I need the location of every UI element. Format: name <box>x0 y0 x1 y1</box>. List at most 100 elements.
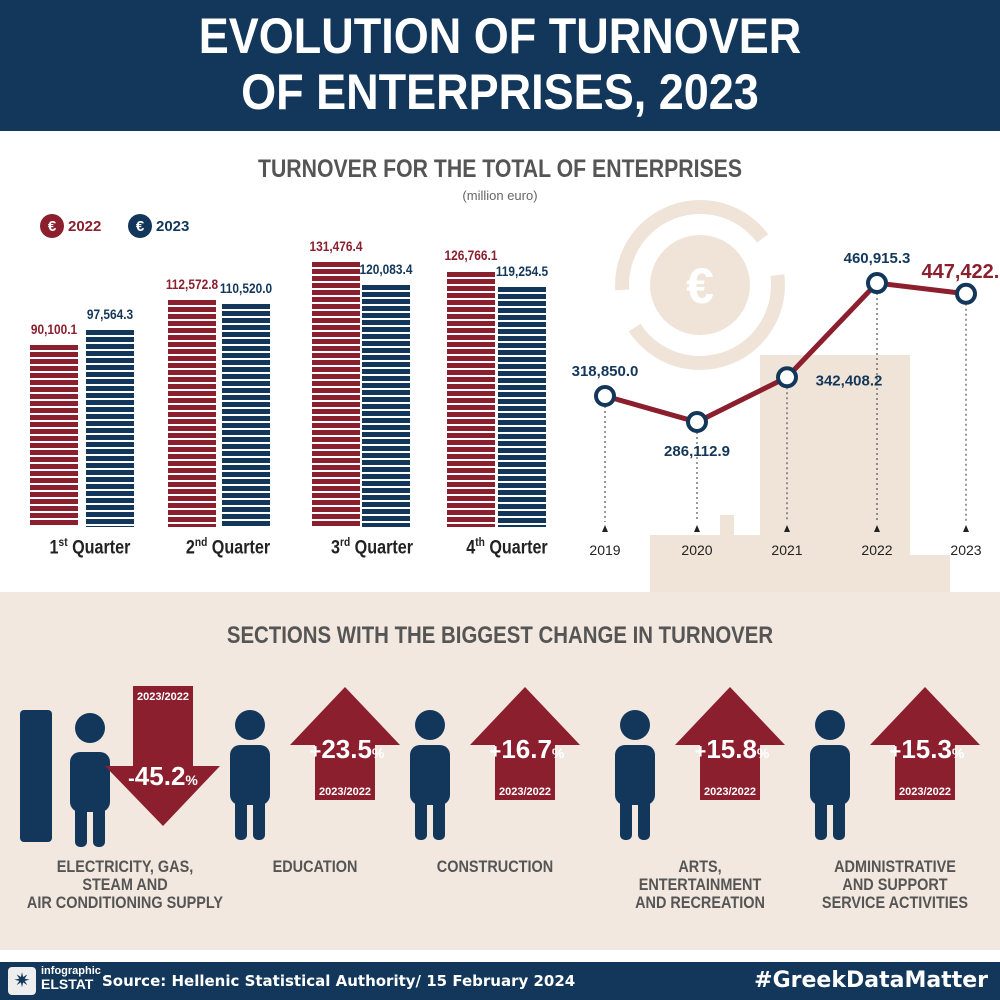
change-arrow-icon: +15.3% 2023/2022 <box>810 687 980 840</box>
bar-2023-q1 <box>86 330 134 527</box>
q-num: 3 <box>330 537 340 559</box>
elstat-logo-icon: ✷ <box>8 967 36 995</box>
legend-label: 2022 <box>68 217 102 235</box>
bar-2023-q4 <box>498 286 546 527</box>
gas-worker-icon <box>20 710 110 847</box>
bar-2022-q4 <box>447 271 495 527</box>
q-word: Quarter <box>207 537 271 559</box>
q-suffix: rd <box>339 535 351 549</box>
section-name: ARTS, ENTERTAINMENT AND RECREATION <box>635 857 765 912</box>
tick-marker <box>963 525 969 532</box>
section-item: +23.5% 2023/2022 <box>195 680 435 850</box>
section-name: EDUCATION <box>272 857 358 876</box>
point-value-label: 286,112.9 <box>664 443 730 460</box>
logo-top: infographic <box>41 965 101 977</box>
sections-title: SECTIONS WITH THE BIGGEST CHANGE IN TURN… <box>226 622 774 649</box>
year-label: 2021 <box>771 542 802 558</box>
data-point <box>594 385 616 407</box>
svg-text:€: € <box>686 258 714 314</box>
bar-value-label: 126,766.1 <box>444 247 498 264</box>
section-name: ADMINISTRATIVE AND SUPPORT SERVICE ACTIV… <box>821 857 969 912</box>
bar-2023-q3 <box>362 284 410 527</box>
point-value-label: 460,915.3 <box>844 250 911 267</box>
quarter-label: 4th Quarter <box>452 535 563 559</box>
section-name: CONSTRUCTION <box>436 857 554 876</box>
bar-2022-q1 <box>30 345 78 527</box>
q-suffix: th <box>475 535 485 549</box>
year-label: 2020 <box>681 542 712 558</box>
header-banner <box>0 0 1000 131</box>
office-worker-icon <box>810 710 850 840</box>
elstat-logo: infographic ELSTAT <box>41 965 101 991</box>
change-arrow-icon: +15.8% 2023/2022 <box>615 687 785 840</box>
source-text: Source: Hellenic Statistical Authority/ … <box>102 972 576 990</box>
chart-unit: (million euro) <box>462 188 538 203</box>
section-item: +16.7% 2023/2022 <box>375 680 615 850</box>
construction-worker-icon <box>410 710 450 840</box>
tick-marker <box>694 525 700 532</box>
change-value: +15.8% <box>695 734 770 764</box>
legend-2022: €2022 <box>40 214 101 238</box>
year-label: 2022 <box>861 542 892 558</box>
q-num: 4 <box>466 537 476 559</box>
bar-value-label: 112,572.8 <box>165 276 219 293</box>
period-label: 2023/2022 <box>704 786 756 798</box>
euro-icon: € <box>128 214 152 238</box>
chart-title: TURNOVER FOR THE TOTAL OF ENTERPRISES <box>257 155 743 183</box>
legend-label: 2023 <box>156 217 190 235</box>
footer: ✷ infographic ELSTAT Source: Hellenic Sta… <box>0 962 1000 1000</box>
q-word: Quarter <box>350 537 414 559</box>
year-label: 2019 <box>589 542 620 558</box>
q-num: 2 <box>185 537 195 559</box>
data-point <box>776 366 798 389</box>
bar-value-label: 119,254.5 <box>495 262 549 279</box>
title-line-2: OF ENTERPRISES, 2023 <box>241 64 759 120</box>
logo-bottom: ELSTAT <box>41 976 94 992</box>
section-item: +15.8% 2023/2022 <box>580 680 820 850</box>
q-num: 1 <box>49 537 59 559</box>
euro-icon: € <box>40 214 64 238</box>
q-word: Quarter <box>484 537 548 559</box>
tick-marker <box>602 525 608 532</box>
bar-2022-q3 <box>312 262 360 527</box>
page-title: EVOLUTION OF TURNOVER OF ENTERPRISES, 202… <box>50 8 950 120</box>
legend-2023: €2023 <box>128 214 189 238</box>
section-name: ELECTRICITY, GAS, STEAM AND AIR CONDITIO… <box>26 857 224 912</box>
period-label: 2023/2022 <box>137 691 189 703</box>
tick-marker <box>874 525 880 532</box>
cinema-icon <box>615 710 655 840</box>
data-point <box>866 272 888 295</box>
change-arrow-icon: +23.5% 2023/2022 <box>230 687 400 840</box>
change-arrow-icon: +16.7% 2023/2022 <box>410 687 580 840</box>
bar-value-label: 110,520.0 <box>219 280 273 297</box>
section-item: +15.3% 2023/2022 <box>775 680 1000 850</box>
period-label: 2023/2022 <box>899 786 951 798</box>
bar-value-label: 120,083.4 <box>359 260 413 277</box>
period-label: 2023/2022 <box>499 786 551 798</box>
point-value-label: 318,850.0 <box>572 363 639 380</box>
q-word: Quarter <box>67 537 131 559</box>
bar-2022-q2 <box>168 300 216 527</box>
quarter-label: 2nd Quarter <box>173 535 284 559</box>
line-chart: 2019 2020 2021 2022 2023 318,850.0 286,112.9 34… <box>572 250 1000 558</box>
point-value-label: 447,422.1 <box>922 261 1000 283</box>
title-line-1: EVOLUTION OF TURNOVER <box>198 8 802 64</box>
q-suffix: st <box>58 535 68 549</box>
data-point <box>686 411 708 434</box>
bar-value-label: 97,564.3 <box>86 306 134 323</box>
q-suffix: nd <box>194 535 208 549</box>
quarter-label: 1st Quarter <box>35 535 146 559</box>
point-value-label: 342,408.2 <box>816 372 883 389</box>
bar-value-label: 90,100.1 <box>30 321 78 338</box>
quarter-label: 3rd Quarter <box>317 535 428 559</box>
industry-background-icon: € <box>615 200 950 595</box>
section-item: -45.2% 2023/2022 <box>5 680 245 850</box>
change-value: +15.3% <box>890 734 965 764</box>
turnover-line <box>604 280 967 425</box>
bar-value-label: 131,476.4 <box>309 238 363 254</box>
change-arrow-icon: -45.2% 2023/2022 <box>20 686 220 847</box>
teacher-icon <box>230 710 270 840</box>
year-label: 2023 <box>950 542 981 558</box>
data-point <box>955 282 977 305</box>
bar-2023-q2 <box>222 304 270 527</box>
